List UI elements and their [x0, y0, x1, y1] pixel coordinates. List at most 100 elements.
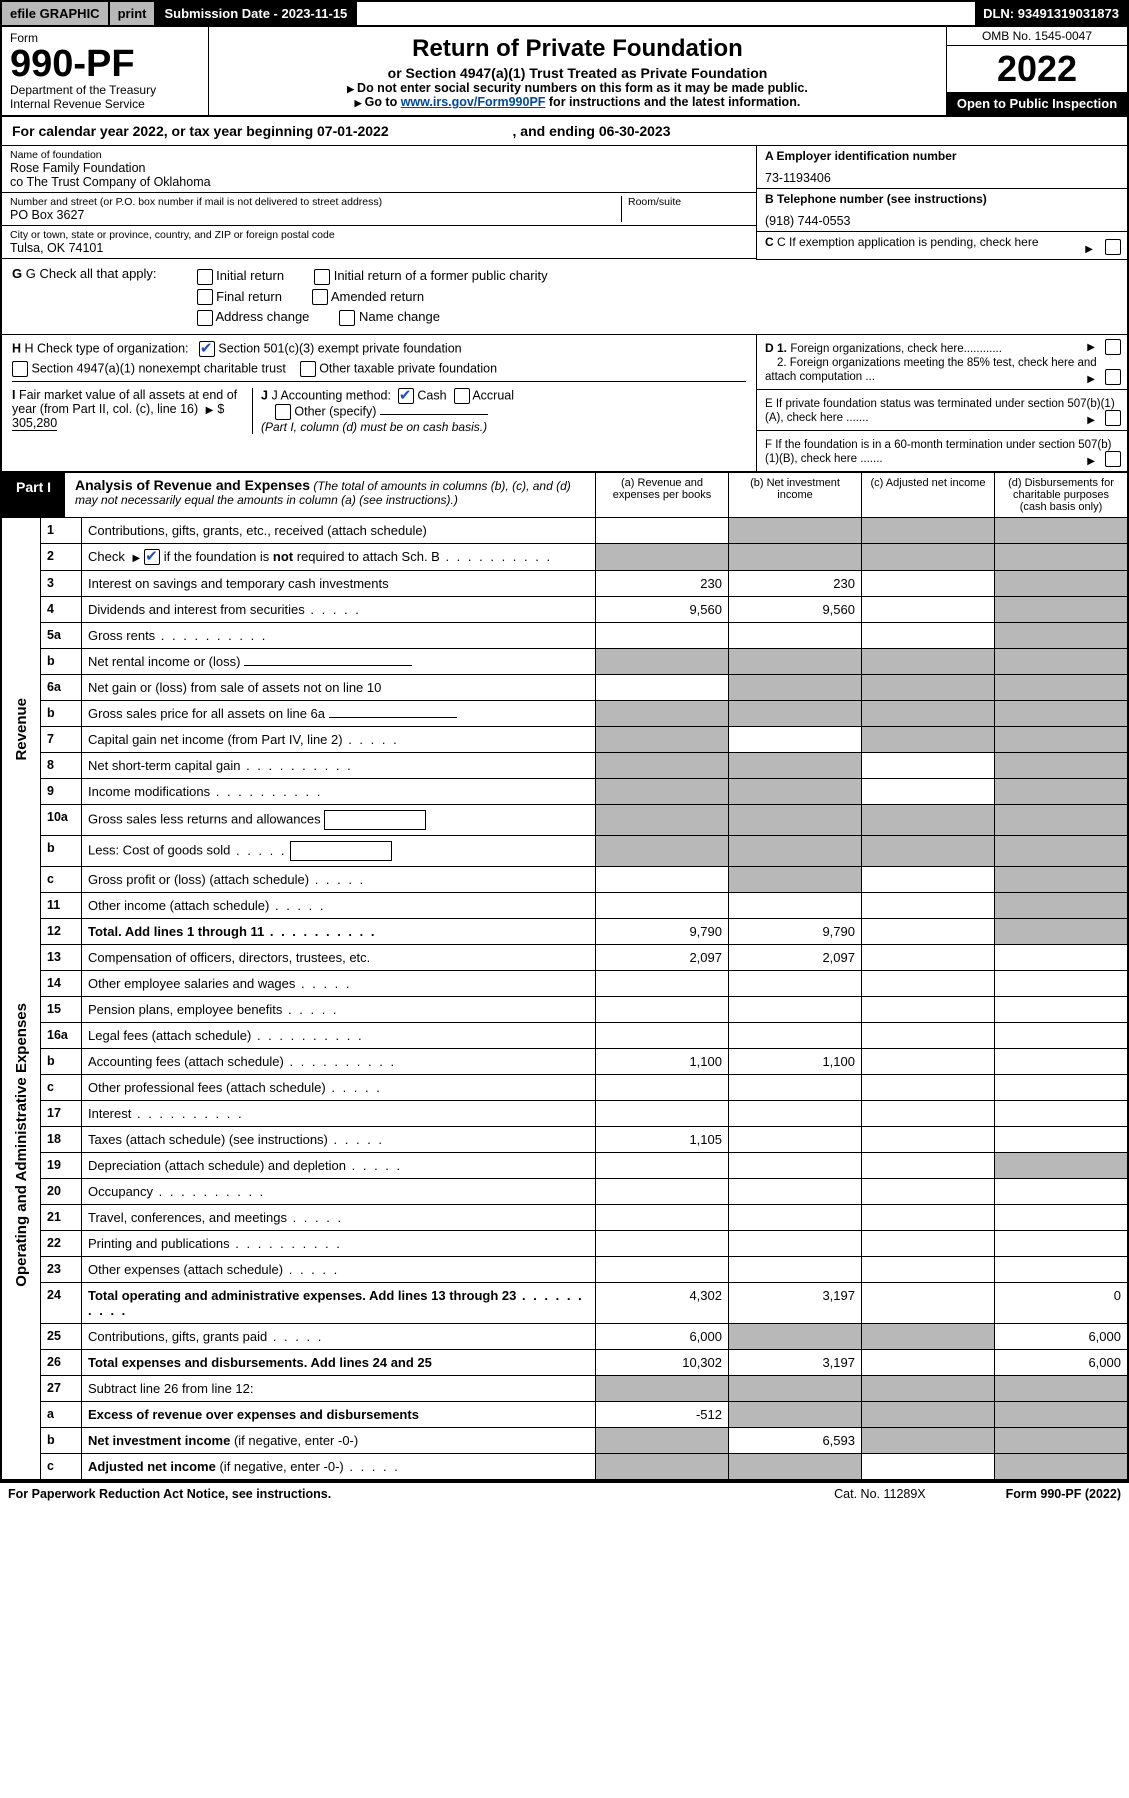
submission-date: Submission Date - 2023-11-15 [156, 2, 357, 25]
print-button[interactable]: print [110, 2, 157, 25]
table-row: 6aNet gain or (loss) from sale of assets… [1, 675, 1128, 701]
table-row: 10aGross sales less returns and allowanc… [1, 805, 1128, 836]
h-row: H H Check type of organization: Section … [12, 341, 746, 357]
col-c-header: (c) Adjusted net income [861, 473, 994, 517]
d2-checkbox[interactable] [1105, 369, 1121, 385]
c-row: C C If exemption application is pending,… [757, 232, 1127, 260]
table-row: 11Other income (attach schedule) [1, 893, 1128, 919]
table-row: 5aGross rents [1, 623, 1128, 649]
f-checkbox[interactable] [1105, 451, 1121, 467]
dln: DLN: 93491319031873 [975, 2, 1127, 25]
form-title: Return of Private Foundation [219, 35, 936, 63]
table-row: 23Other expenses (attach schedule) [1, 1257, 1128, 1283]
e-row: E If private foundation status was termi… [757, 390, 1127, 431]
note-ssn: Do not enter social security numbers on … [219, 81, 936, 95]
e-checkbox[interactable] [1105, 410, 1121, 426]
address-row: Number and street (or P.O. box number if… [2, 193, 756, 226]
efile-button[interactable]: efile GRAPHIC [2, 2, 110, 25]
dept-treasury: Department of the Treasury [10, 83, 200, 97]
footer-mid: Cat. No. 11289X [834, 1487, 926, 1501]
table-row: 3Interest on savings and temporary cash … [1, 571, 1128, 597]
section-hij: H H Check type of organization: Section … [0, 335, 1129, 473]
header-right: OMB No. 1545-0047 2022 Open to Public In… [946, 27, 1127, 115]
part1-label: Part I [2, 473, 65, 517]
top-bar: efile GRAPHIC print Submission Date - 20… [0, 0, 1129, 27]
omb-number: OMB No. 1545-0047 [947, 27, 1127, 46]
expenses-label: Operating and Administrative Expenses [13, 1003, 30, 1287]
revenue-label: Revenue [13, 698, 30, 761]
table-row: 15Pension plans, employee benefits [1, 997, 1128, 1023]
table-row: 24Total operating and administrative exp… [1, 1283, 1128, 1324]
table-row: 27Subtract line 26 from line 12: [1, 1376, 1128, 1402]
table-row: bGross sales price for all assets on lin… [1, 701, 1128, 727]
table-row: cGross profit or (loss) (attach schedule… [1, 867, 1128, 893]
d-row: D 1. Foreign organizations, check here..… [757, 335, 1127, 390]
entity-block: Name of foundation Rose Family Foundatio… [0, 146, 1129, 260]
part1-table: Revenue 1Contributions, gifts, grants, e… [0, 518, 1129, 1482]
irs-label: Internal Revenue Service [10, 97, 200, 111]
table-row: 17Interest [1, 1101, 1128, 1127]
j-other-checkbox[interactable] [275, 404, 291, 420]
part1-header: Part I Analysis of Revenue and Expenses … [0, 473, 1129, 518]
form-number: 990-PF [10, 45, 200, 83]
part1-desc: Analysis of Revenue and Expenses (The to… [65, 473, 595, 517]
col-a-header: (a) Revenue and expenses per books [595, 473, 728, 517]
city-row: City or town, state or province, country… [2, 226, 756, 259]
g-amended-checkbox[interactable] [312, 289, 328, 305]
open-public: Open to Public Inspection [947, 92, 1127, 115]
table-row: 2 Check if the foundation is not require… [1, 543, 1128, 571]
g-initial-former-checkbox[interactable] [314, 269, 330, 285]
g-final-checkbox[interactable] [197, 289, 213, 305]
j-accrual-checkbox[interactable] [454, 388, 470, 404]
page-footer: For Paperwork Reduction Act Notice, see … [0, 1481, 1129, 1505]
h-4947-checkbox[interactable] [12, 361, 28, 377]
table-row: 9Income modifications [1, 779, 1128, 805]
col-d-header: (d) Disbursements for charitable purpose… [994, 473, 1127, 517]
note-goto: Go to www.irs.gov/Form990PF for instruct… [219, 95, 936, 109]
section-g: G G Check all that apply: Initial return… [0, 260, 1129, 335]
g-initial-checkbox[interactable] [197, 269, 213, 285]
footer-left: For Paperwork Reduction Act Notice, see … [8, 1487, 331, 1501]
table-row: bLess: Cost of goods sold [1, 836, 1128, 867]
g-address-checkbox[interactable] [197, 310, 213, 326]
table-row: 26Total expenses and disbursements. Add … [1, 1350, 1128, 1376]
table-row: 16aLegal fees (attach schedule) [1, 1023, 1128, 1049]
table-row: 19Depreciation (attach schedule) and dep… [1, 1153, 1128, 1179]
i-row: I Fair market value of all assets at end… [12, 388, 252, 434]
table-row: 12Total. Add lines 1 through 11 9,7909,7… [1, 919, 1128, 945]
table-row: 14Other employee salaries and wages [1, 971, 1128, 997]
table-row: 22Printing and publications [1, 1231, 1128, 1257]
table-row: 8Net short-term capital gain [1, 753, 1128, 779]
table-row: Revenue 1Contributions, gifts, grants, e… [1, 518, 1128, 544]
j-cash-checkbox[interactable] [398, 388, 414, 404]
table-row: 7Capital gain net income (from Part IV, … [1, 727, 1128, 753]
j-row: J J Accounting method: Cash Accrual Othe… [252, 388, 746, 434]
header-left: Form 990-PF Department of the Treasury I… [2, 27, 209, 115]
h-other-checkbox[interactable] [300, 361, 316, 377]
g-name-checkbox[interactable] [339, 310, 355, 326]
phone-row: B Telephone number (see instructions) (9… [757, 189, 1127, 232]
table-row: cOther professional fees (attach schedul… [1, 1075, 1128, 1101]
table-row: bAccounting fees (attach schedule) 1,100… [1, 1049, 1128, 1075]
table-row: 25Contributions, gifts, grants paid 6,00… [1, 1324, 1128, 1350]
calendar-year-row: For calendar year 2022, or tax year begi… [0, 117, 1129, 146]
foundation-name-row: Name of foundation Rose Family Foundatio… [2, 146, 756, 193]
d1-checkbox[interactable] [1105, 339, 1121, 355]
header-center: Return of Private Foundation or Section … [209, 27, 946, 115]
tax-year: 2022 [947, 46, 1127, 92]
f-row: F If the foundation is in a 60-month ter… [757, 431, 1127, 471]
h-501c3-checkbox[interactable] [199, 341, 215, 357]
table-row: bNet rental income or (loss) [1, 649, 1128, 675]
c-checkbox[interactable] [1105, 239, 1121, 255]
table-row: 18Taxes (attach schedule) (see instructi… [1, 1127, 1128, 1153]
form-header: Form 990-PF Department of the Treasury I… [0, 27, 1129, 117]
col-b-header: (b) Net investment income [728, 473, 861, 517]
table-row: cAdjusted net income (if negative, enter… [1, 1454, 1128, 1481]
table-row: aExcess of revenue over expenses and dis… [1, 1402, 1128, 1428]
table-row: 21Travel, conferences, and meetings [1, 1205, 1128, 1231]
schb-checkbox[interactable] [144, 549, 160, 565]
table-row: bNet investment income (if negative, ent… [1, 1428, 1128, 1454]
footer-right: Form 990-PF (2022) [1006, 1487, 1121, 1501]
ein-row: A Employer identification number 73-1193… [757, 146, 1127, 189]
irs-link[interactable]: www.irs.gov/Form990PF [401, 95, 546, 109]
